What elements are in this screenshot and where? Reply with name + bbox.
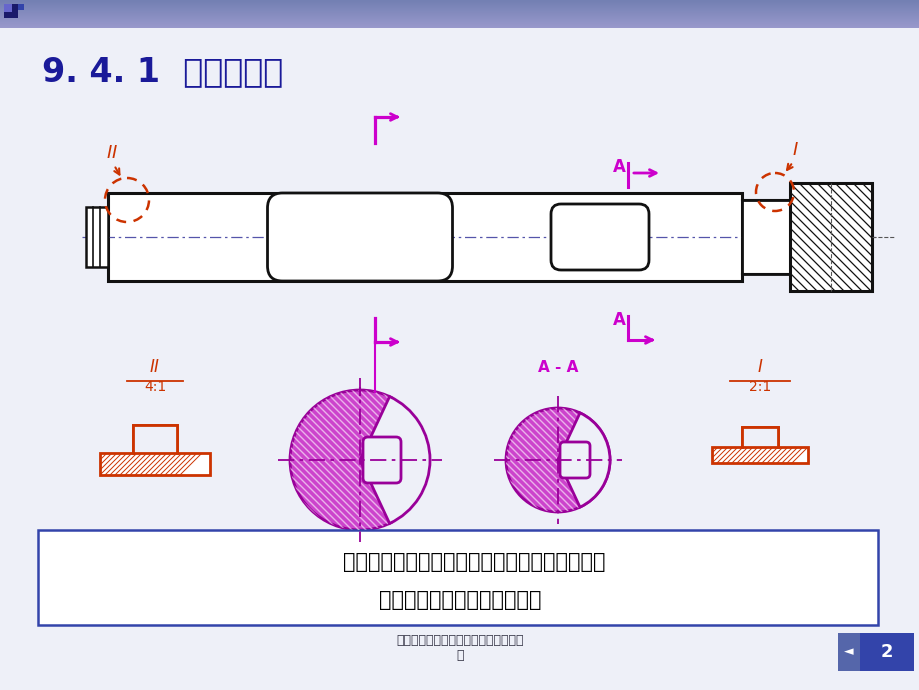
- Text: $\mathit{II}$: $\mathit{II}$: [106, 144, 118, 162]
- FancyBboxPatch shape: [267, 193, 452, 281]
- Bar: [0, 20, 919, 21]
- Text: 2: 2: [879, 643, 892, 661]
- Bar: [859, 633, 913, 671]
- Text: 工程制图资料局部放大图和简化画法课
件: 工程制图资料局部放大图和简化画法课 件: [396, 634, 523, 662]
- Bar: [0, 3, 919, 4]
- Bar: [0, 23, 919, 24]
- Text: $\mathit{I}$: $\mathit{I}$: [790, 141, 798, 159]
- Text: $\mathit{II}$: $\mathit{II}$: [149, 358, 161, 376]
- Bar: [0, 14, 919, 15]
- Bar: [0, 5, 919, 6]
- Bar: [0, 8, 919, 9]
- Text: $\mathit{I}$: $\mathit{I}$: [756, 358, 763, 376]
- Bar: [0, 16, 919, 17]
- Polygon shape: [742, 427, 777, 447]
- Bar: [38, 530, 877, 625]
- Bar: [0, 7, 919, 8]
- Bar: [0, 2, 919, 3]
- Bar: [0, 12, 919, 13]
- Polygon shape: [100, 425, 210, 475]
- Text: 出，这种图形称为局部放大图: 出，这种图形称为局部放大图: [379, 590, 540, 610]
- Bar: [0, 18, 919, 19]
- Bar: [0, 9, 919, 10]
- Wedge shape: [359, 397, 432, 524]
- Bar: [0, 21, 919, 22]
- Bar: [789, 183, 871, 291]
- Text: A - A: A - A: [538, 360, 577, 375]
- Text: 把机件上部分结构用大于原图形所采用的比例画: 把机件上部分结构用大于原图形所采用的比例画: [314, 552, 605, 572]
- Bar: [789, 183, 871, 291]
- Wedge shape: [359, 397, 429, 524]
- Bar: [837, 633, 913, 671]
- Bar: [0, 17, 919, 18]
- Bar: [0, 4, 919, 5]
- Bar: [4, 4, 18, 18]
- Bar: [0, 1, 919, 2]
- Bar: [0, 13, 919, 14]
- Bar: [0, 0, 919, 1]
- Circle shape: [505, 408, 609, 512]
- Bar: [0, 10, 919, 11]
- Bar: [0, 27, 919, 28]
- Bar: [0, 26, 919, 27]
- Bar: [0, 24, 919, 25]
- Bar: [0, 11, 919, 12]
- Bar: [0, 15, 919, 16]
- Bar: [85, 207, 108, 267]
- Bar: [0, 25, 919, 26]
- Text: 2:1: 2:1: [748, 380, 770, 394]
- Polygon shape: [711, 427, 807, 463]
- FancyBboxPatch shape: [550, 204, 648, 270]
- Wedge shape: [558, 413, 609, 507]
- Polygon shape: [133, 425, 176, 453]
- Bar: [4, 4, 12, 12]
- Text: A: A: [612, 158, 625, 176]
- Text: A: A: [612, 311, 625, 329]
- Text: ◄: ◄: [844, 646, 853, 658]
- Text: 9. 4. 1  局部放大图: 9. 4. 1 局部放大图: [42, 55, 283, 88]
- Bar: [742, 200, 789, 274]
- Bar: [0, 22, 919, 23]
- Circle shape: [289, 390, 429, 530]
- Bar: [0, 19, 919, 20]
- Bar: [108, 193, 742, 281]
- Bar: [18, 4, 24, 10]
- Bar: [0, 6, 919, 7]
- Text: 4:1: 4:1: [143, 380, 166, 394]
- FancyBboxPatch shape: [363, 437, 401, 483]
- FancyBboxPatch shape: [560, 442, 589, 478]
